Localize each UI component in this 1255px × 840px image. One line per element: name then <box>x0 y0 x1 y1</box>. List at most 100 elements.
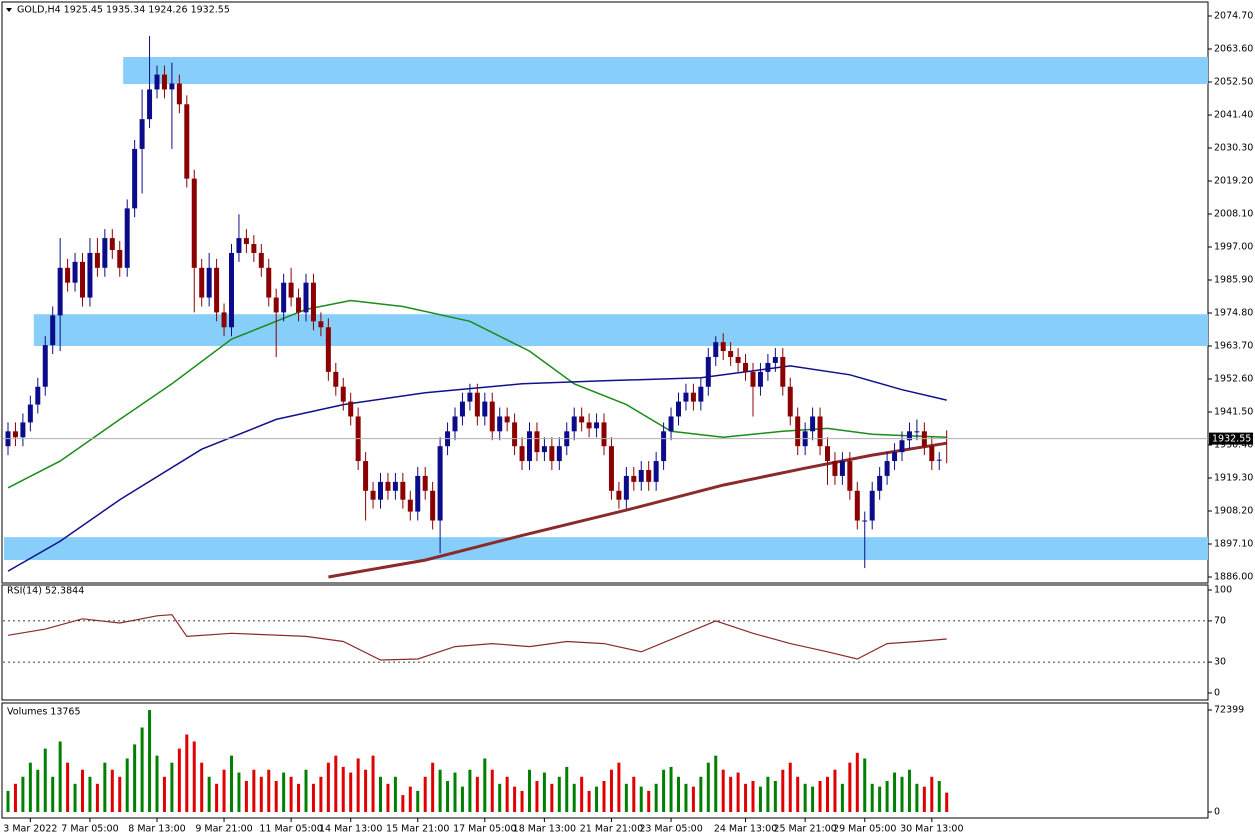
candle-body <box>191 178 197 268</box>
candle-body <box>288 282 294 298</box>
candle-body <box>482 401 488 417</box>
main-layer <box>5 35 948 579</box>
candle-body <box>705 357 711 387</box>
y-tick-label: 70 <box>1214 615 1226 626</box>
candle-body <box>683 392 689 402</box>
candle-body <box>743 362 749 372</box>
x-tick-label: 15 Mar 21:00 <box>386 824 449 835</box>
x-tick-label: 18 Mar 13:00 <box>513 824 576 835</box>
y-tick-label: 2030.30 <box>1214 143 1253 154</box>
candle-body <box>795 416 801 447</box>
candle-body <box>787 386 793 417</box>
x-tick-label: 17 Mar 05:00 <box>453 824 516 835</box>
zone <box>4 537 1208 561</box>
y-tick-label: 1985.90 <box>1214 275 1253 286</box>
candle-body <box>273 297 279 313</box>
candle-body <box>50 315 56 346</box>
current-price-box <box>1209 432 1253 445</box>
candle-body <box>407 499 413 512</box>
candle-body <box>757 371 763 387</box>
candle-body <box>690 392 696 402</box>
candle-body <box>638 469 644 482</box>
indicator-line <box>328 441 947 579</box>
candle-body <box>668 416 674 432</box>
candle-body <box>20 422 26 438</box>
candle-body <box>877 475 883 491</box>
y-tick-label: 1930.40 <box>1214 440 1253 451</box>
y-tick-label: 100 <box>1214 585 1232 596</box>
candle-body <box>854 490 860 521</box>
candle-body <box>296 297 302 313</box>
candle-body <box>303 282 309 313</box>
y-tick-label: 1908.20 <box>1214 506 1253 517</box>
candle-body <box>541 446 547 453</box>
y-tick-label: 1919.30 <box>1214 473 1253 484</box>
candle-body <box>87 252 93 298</box>
candle-body <box>474 392 480 417</box>
candle-body <box>378 481 383 500</box>
candle-body <box>437 446 443 521</box>
candle-body <box>161 74 167 90</box>
candle-body <box>258 252 264 268</box>
candle-body <box>139 119 145 149</box>
candle-body <box>489 401 495 432</box>
candle-body <box>94 252 100 268</box>
x-tick-label: 7 Mar 05:00 <box>61 824 118 835</box>
candle-body <box>452 416 458 432</box>
candle-body <box>422 475 428 491</box>
candle-body <box>206 267 212 298</box>
x-tick-label: 11 Mar 05:00 <box>259 824 322 835</box>
candle-body <box>906 431 912 441</box>
candle-body <box>653 461 659 482</box>
candle-body <box>646 469 652 482</box>
candle-body <box>936 459 942 461</box>
candle-body <box>586 422 592 429</box>
candle-body <box>243 238 249 245</box>
candle-body <box>12 431 18 438</box>
indicator-line <box>7 365 947 572</box>
candle-body <box>154 74 160 90</box>
candle-body <box>430 490 436 521</box>
candle-body <box>310 282 316 322</box>
candle-body <box>340 386 346 402</box>
candle-body <box>214 267 220 313</box>
candle-body <box>124 208 130 268</box>
candle-body <box>236 238 242 253</box>
candle-body <box>869 490 875 521</box>
x-tick-label: 30 Mar 13:00 <box>900 824 963 835</box>
x-tick-label: 9 Mar 21:00 <box>195 824 252 835</box>
current-price-label: 1932.55 <box>1212 434 1251 445</box>
candle-body <box>504 416 510 423</box>
candle-body <box>713 342 719 357</box>
rsi-title: RSI(14) 52.3844 <box>7 586 84 597</box>
candle-body <box>839 461 845 476</box>
y-tick-label: 1963.70 <box>1214 341 1253 352</box>
candle-body <box>266 267 272 298</box>
candle-body <box>847 461 853 491</box>
zone <box>123 57 1209 85</box>
x-tick-label: 24 Mar 13:00 <box>714 824 777 835</box>
candle-body <box>832 461 838 476</box>
candle-body <box>661 431 667 462</box>
y-tick-label: 2008.10 <box>1214 209 1253 220</box>
candle-body <box>527 431 532 462</box>
y-tick-label: 1886.00 <box>1214 572 1253 583</box>
x-tick-label: 29 Mar 05:00 <box>833 824 896 835</box>
candle-body <box>467 392 473 402</box>
y-tick-label: 2074.70 <box>1214 11 1253 22</box>
candle-body <box>318 321 324 328</box>
candle-body <box>817 416 823 447</box>
y-tick-label: 72399 <box>1214 705 1244 716</box>
candle-body <box>27 404 33 423</box>
y-tick-label: 1997.00 <box>1214 242 1253 253</box>
candle-body <box>914 431 920 433</box>
zone <box>33 314 1208 346</box>
candle-body <box>184 104 190 179</box>
candle-body <box>519 446 525 462</box>
candle-body <box>497 416 503 432</box>
y-tick-label: 30 <box>1214 657 1226 668</box>
candle-body <box>176 83 182 105</box>
candle-body <box>594 422 600 429</box>
candle-body <box>400 481 406 500</box>
